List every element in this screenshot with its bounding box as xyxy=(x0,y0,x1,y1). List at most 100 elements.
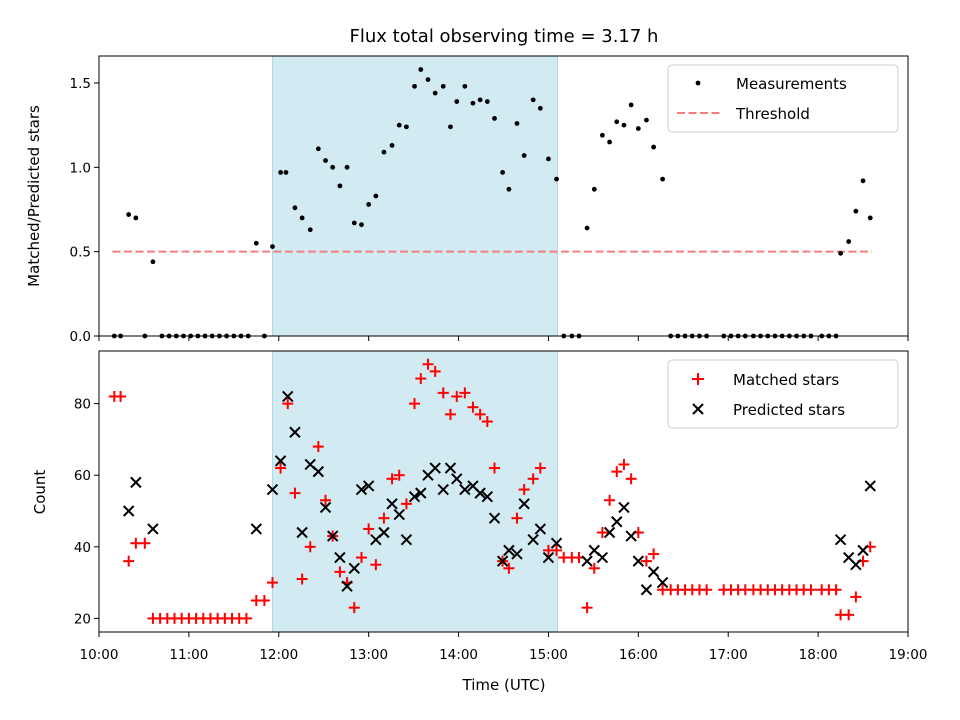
measurement-point xyxy=(660,176,666,182)
x-tick-label: 10:00 xyxy=(80,647,119,663)
matched-star-point xyxy=(467,401,479,413)
predicted-star-point xyxy=(408,490,421,503)
matched-star-point xyxy=(611,466,623,478)
matched-star-point xyxy=(296,573,308,585)
y-tick-label: 0.5 xyxy=(70,245,91,261)
observing-window-span xyxy=(271,55,558,337)
measurement-point xyxy=(432,90,438,96)
legend-predicted-marker xyxy=(692,403,704,415)
matched-star-point xyxy=(266,577,278,589)
predicted-star-point xyxy=(327,530,339,542)
measurement-point xyxy=(150,259,156,265)
matched-star-point xyxy=(701,584,713,596)
measurement-point xyxy=(530,97,536,103)
measurement-point xyxy=(270,244,275,250)
count-panel-frame xyxy=(98,350,909,633)
measurement-point xyxy=(838,250,843,256)
legend-matched-marker xyxy=(692,373,704,385)
predicted-star-point xyxy=(122,505,135,517)
measurement-point xyxy=(126,212,132,217)
predicted-star-point xyxy=(130,476,142,489)
matched-star-point xyxy=(415,373,427,385)
matched-star-point xyxy=(386,473,398,485)
measurement-point xyxy=(635,126,641,131)
measurement-point xyxy=(425,77,431,83)
matched-star-point xyxy=(648,548,660,560)
chart-title: Flux total observing time = 3.17 h xyxy=(350,26,659,47)
matched-star-point xyxy=(625,473,637,485)
y-tick-label: 20 xyxy=(74,611,91,627)
y-tick-label: 1.5 xyxy=(70,76,91,92)
predicted-star-point xyxy=(581,555,593,567)
predicted-star-point xyxy=(481,490,494,503)
predicted-star-point xyxy=(864,480,876,492)
predicted-star-point xyxy=(444,462,457,474)
predicted-star-point xyxy=(850,558,862,571)
predicted-star-point xyxy=(527,533,539,546)
measurement-point xyxy=(283,169,289,175)
predicted-star-point xyxy=(312,465,325,478)
predicted-star-point xyxy=(459,483,471,496)
measurement-point xyxy=(484,99,490,104)
measurement-point xyxy=(351,220,357,226)
matched-star-point xyxy=(805,584,817,596)
matched-star-point xyxy=(378,512,390,524)
matched-star-point xyxy=(534,462,546,474)
count-legend: Matched stars Predicted stars xyxy=(667,359,899,429)
measurement-point xyxy=(404,124,409,130)
predicted-star-point xyxy=(355,483,368,496)
predicted-star-point xyxy=(274,455,287,467)
matched-star-point xyxy=(618,458,630,470)
matched-star-point xyxy=(489,462,501,474)
x-tick-label: 11:00 xyxy=(169,647,208,663)
predicted-star-point xyxy=(834,533,847,546)
matched-star-point xyxy=(355,552,367,564)
matched-star-point xyxy=(370,559,382,571)
measurement-point xyxy=(860,178,866,184)
measurement-point xyxy=(492,116,497,121)
matched-star-point xyxy=(588,562,600,574)
matched-star-point xyxy=(363,523,375,535)
measurement-point xyxy=(477,97,483,103)
matched-star-point xyxy=(123,555,135,567)
measurement-point xyxy=(418,67,424,72)
predicted-star-point xyxy=(282,390,294,403)
measurement-point xyxy=(389,142,395,148)
x-tick-label: 13:00 xyxy=(349,647,388,663)
ratio-panel: 0.0 0.5 1.0 1.5 Matched/Predicted stars Mea… xyxy=(25,55,909,345)
measurement-point xyxy=(448,124,453,130)
predicted-star-point xyxy=(386,498,398,510)
predicted-star-point xyxy=(393,508,405,521)
predicted-star-point xyxy=(603,526,616,539)
predicted-star-point xyxy=(647,566,660,578)
measurement-point xyxy=(366,202,372,207)
measurement-point xyxy=(454,99,460,104)
measurement-point xyxy=(330,164,336,170)
predicted-star-point xyxy=(319,501,332,514)
predicted-star-point xyxy=(147,523,159,535)
measurement-point xyxy=(853,208,859,214)
matched-star-point xyxy=(850,591,862,603)
matched-star-point xyxy=(437,387,449,399)
matched-star-point xyxy=(320,494,332,506)
measurement-point xyxy=(644,117,649,123)
matched-star-point xyxy=(240,612,252,624)
x-tick-label: 17:00 xyxy=(709,647,748,663)
predicted-star-point xyxy=(334,551,346,564)
measurement-point xyxy=(307,227,313,233)
predicted-star-point xyxy=(289,426,301,438)
legend-measurements-marker xyxy=(695,80,701,86)
matched-star-point xyxy=(334,566,346,578)
measurement-point xyxy=(470,100,476,106)
predicted-star-point xyxy=(618,501,630,514)
measurement-point xyxy=(396,122,402,128)
matched-star-point xyxy=(282,398,294,410)
measurement-point xyxy=(599,132,605,138)
matched-star-point xyxy=(258,594,270,606)
count-panel-ylabel: Count xyxy=(31,470,49,515)
matched-star-point xyxy=(451,390,463,402)
x-tick-label: 15:00 xyxy=(529,647,568,663)
measurement-point xyxy=(867,215,873,221)
predicted-star-point xyxy=(550,537,563,549)
measurement-point xyxy=(440,83,446,89)
